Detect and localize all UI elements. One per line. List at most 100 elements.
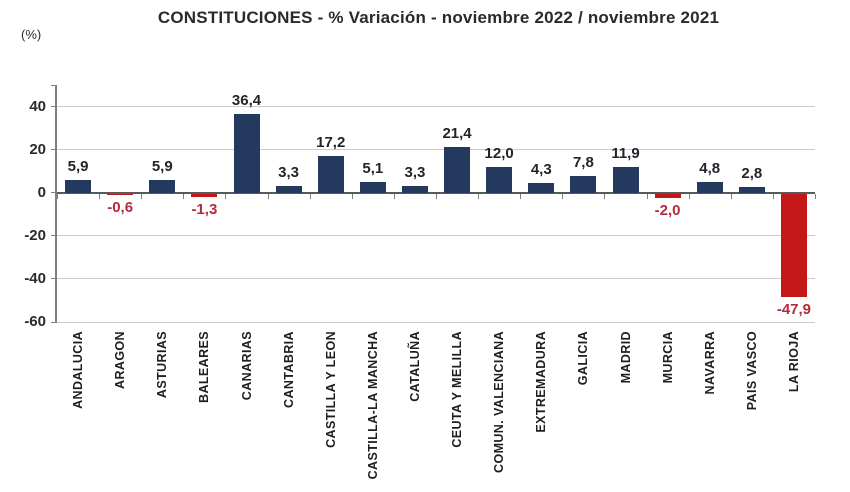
- bar-value-label: 7,8: [572, 153, 594, 171]
- y-tick-label: -60: [24, 313, 46, 330]
- x-axis-tick: [478, 193, 480, 199]
- y-tick-label: -20: [24, 226, 46, 244]
- x-category-label-wrap: MURCIA: [653, 331, 683, 491]
- bar-positive: [401, 185, 428, 193]
- x-category-label: CASTILLA Y LEON: [323, 331, 338, 448]
- bar-negative: [654, 193, 681, 199]
- x-category-label-wrap: ASTURIAS: [147, 331, 177, 491]
- gridline: [57, 235, 815, 237]
- x-category-label-wrap: ANDALUCIA: [63, 331, 93, 491]
- y-axis-tick: [51, 85, 57, 86]
- gridline: [57, 149, 815, 151]
- y-axis-line: [55, 85, 57, 322]
- x-axis-tick: [393, 193, 395, 199]
- gridline: [57, 321, 815, 323]
- x-category-label-wrap: EXTREMADURA: [526, 331, 556, 491]
- x-category-label: NAVARRA: [702, 331, 717, 395]
- x-category-label-wrap: NAVARRA: [695, 331, 725, 491]
- y-axis-unit-label: (%): [21, 27, 42, 42]
- x-category-label: BALEARES: [197, 331, 212, 403]
- x-category-label-wrap: MADRID: [611, 331, 641, 491]
- bar-value-label: 36,4: [231, 92, 262, 110]
- y-axis-tick: [51, 235, 57, 237]
- bar-positive: [696, 182, 723, 193]
- x-axis-tick: [562, 193, 564, 199]
- y-tick-label: 20: [29, 140, 46, 158]
- chart-title: CONSTITUCIONES - % Variación - noviembre…: [157, 8, 720, 27]
- x-category-label-wrap: COMUN. VALENCIANA: [484, 331, 514, 491]
- x-category-label: MURCIA: [660, 331, 675, 384]
- x-category-label: CANTABRIA: [281, 331, 296, 408]
- x-category-label: CATALUÑA: [407, 331, 422, 402]
- x-category-label: MADRID: [618, 331, 633, 384]
- x-axis-tick: [267, 193, 269, 199]
- bar-value-label: -0,6: [107, 199, 134, 217]
- x-axis-tick: [730, 193, 732, 199]
- x-axis-tick: [57, 193, 58, 199]
- bar-value-label: 2,8: [741, 164, 763, 182]
- x-axis-tick: [225, 193, 227, 199]
- y-axis-tick: [51, 321, 57, 323]
- x-category-label: CASTILLA-LA MANCHA: [365, 331, 380, 480]
- bar-value-label: 17,2: [316, 133, 346, 151]
- x-axis-tick: [815, 193, 816, 199]
- y-tick-label: -40: [24, 269, 46, 287]
- bar-value-label: -1,3: [191, 200, 218, 218]
- y-axis-tick: [51, 192, 57, 194]
- bar-negative: [780, 193, 807, 297]
- bar-positive: [65, 180, 92, 193]
- x-axis-tick: [772, 193, 774, 199]
- x-category-label-wrap: BALEARES: [189, 331, 219, 491]
- x-category-label-wrap: CATALUÑA: [400, 331, 430, 491]
- x-axis-tick: [520, 193, 522, 199]
- y-axis-tick: [51, 106, 57, 108]
- x-category-label-wrap: CANARIAS: [232, 331, 262, 491]
- bar-positive: [486, 166, 513, 193]
- bar-positive: [149, 180, 176, 193]
- bar-value-label: 21,4: [442, 124, 472, 142]
- y-axis-tick: [51, 278, 57, 280]
- bar-value-label: 4,3: [530, 161, 552, 179]
- x-category-label: COMUN. VALENCIANA: [492, 331, 507, 473]
- bar-value-label: 3,3: [404, 163, 426, 181]
- x-category-label-wrap: ARAGON: [105, 331, 135, 491]
- bar-positive: [444, 146, 471, 193]
- y-tick-label: 40: [29, 97, 46, 115]
- x-category-label: ASTURIAS: [155, 331, 170, 399]
- bar-value-label: 4,8: [699, 160, 721, 178]
- bar-negative: [191, 193, 218, 197]
- x-category-label-wrap: PAIS VASCO: [737, 331, 767, 491]
- bar-positive: [317, 155, 344, 193]
- x-category-label-wrap: GALICIA: [568, 331, 598, 491]
- x-axis-tick: [351, 193, 353, 199]
- x-category-label: GALICIA: [576, 331, 591, 386]
- zero-baseline: [57, 191, 815, 194]
- bar-value-label: 5,9: [151, 158, 173, 175]
- bar-value-label: 12,0: [484, 144, 514, 162]
- x-category-label: EXTREMADURA: [534, 331, 549, 433]
- x-axis-tick: [604, 193, 606, 199]
- gridline: [57, 106, 815, 108]
- gridline: [57, 278, 815, 280]
- x-category-label-wrap: CEUTA Y MELILLA: [442, 331, 472, 491]
- bar-value-label: -2,0: [654, 202, 681, 220]
- bar-negative: [107, 193, 134, 196]
- x-axis-tick: [183, 193, 185, 199]
- y-axis-tick: [51, 149, 57, 151]
- x-axis-tick: [99, 193, 101, 199]
- bar-positive: [570, 175, 597, 193]
- x-category-label: LA RIOJA: [786, 331, 801, 393]
- x-category-label: CANARIAS: [239, 331, 254, 401]
- bar-positive: [738, 186, 765, 193]
- bar-value-label: 5,9: [67, 158, 89, 175]
- x-axis-tick: [646, 193, 648, 199]
- x-axis-tick: [436, 193, 437, 199]
- bar-value-label: 11,9: [611, 145, 640, 163]
- bar-value-label: 5,1: [362, 159, 384, 177]
- x-category-label-wrap: CANTABRIA: [274, 331, 304, 491]
- x-category-label: CEUTA Y MELILLA: [450, 331, 465, 448]
- x-category-label: ANDALUCIA: [71, 331, 86, 409]
- bar-positive: [233, 114, 260, 193]
- x-axis-tick: [688, 193, 690, 199]
